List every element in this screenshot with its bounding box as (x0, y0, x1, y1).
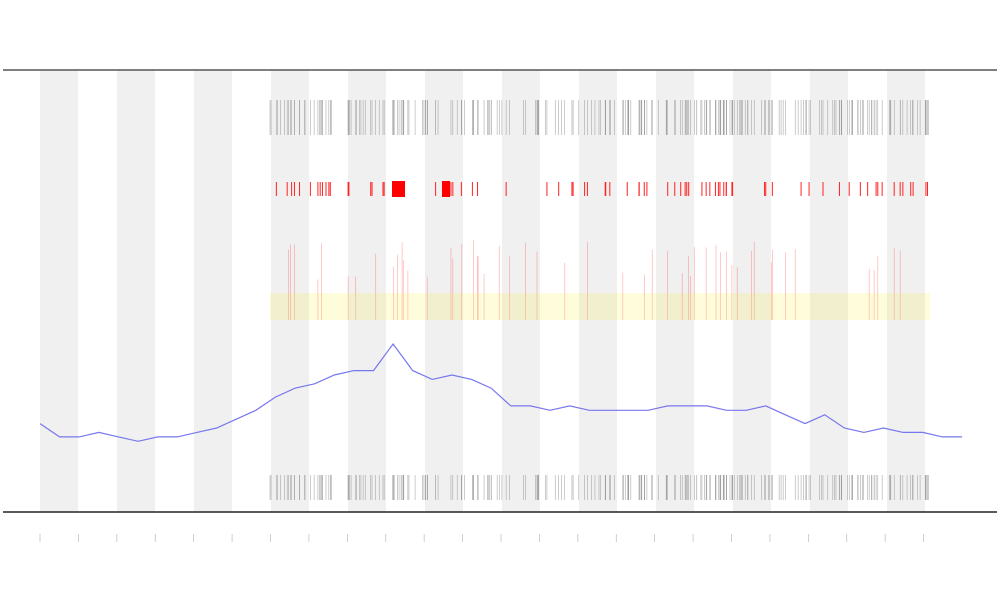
band (656, 70, 694, 512)
red-block (400, 181, 405, 197)
series-line (39, 342, 962, 442)
band (425, 70, 463, 512)
red-block (392, 181, 397, 197)
red-block (397, 181, 402, 197)
red-block (442, 181, 447, 197)
band (271, 70, 309, 512)
band (117, 70, 155, 512)
band (810, 70, 848, 512)
plot (39, 342, 962, 442)
band (579, 70, 617, 512)
band (40, 70, 78, 512)
yellow-zone (270, 293, 930, 320)
red-block (445, 181, 450, 197)
band (502, 70, 540, 512)
shaded-bands (40, 70, 925, 512)
band (887, 70, 925, 512)
band (194, 70, 232, 512)
band (348, 70, 386, 512)
band (733, 70, 771, 512)
event-ticks (39, 100, 930, 542)
